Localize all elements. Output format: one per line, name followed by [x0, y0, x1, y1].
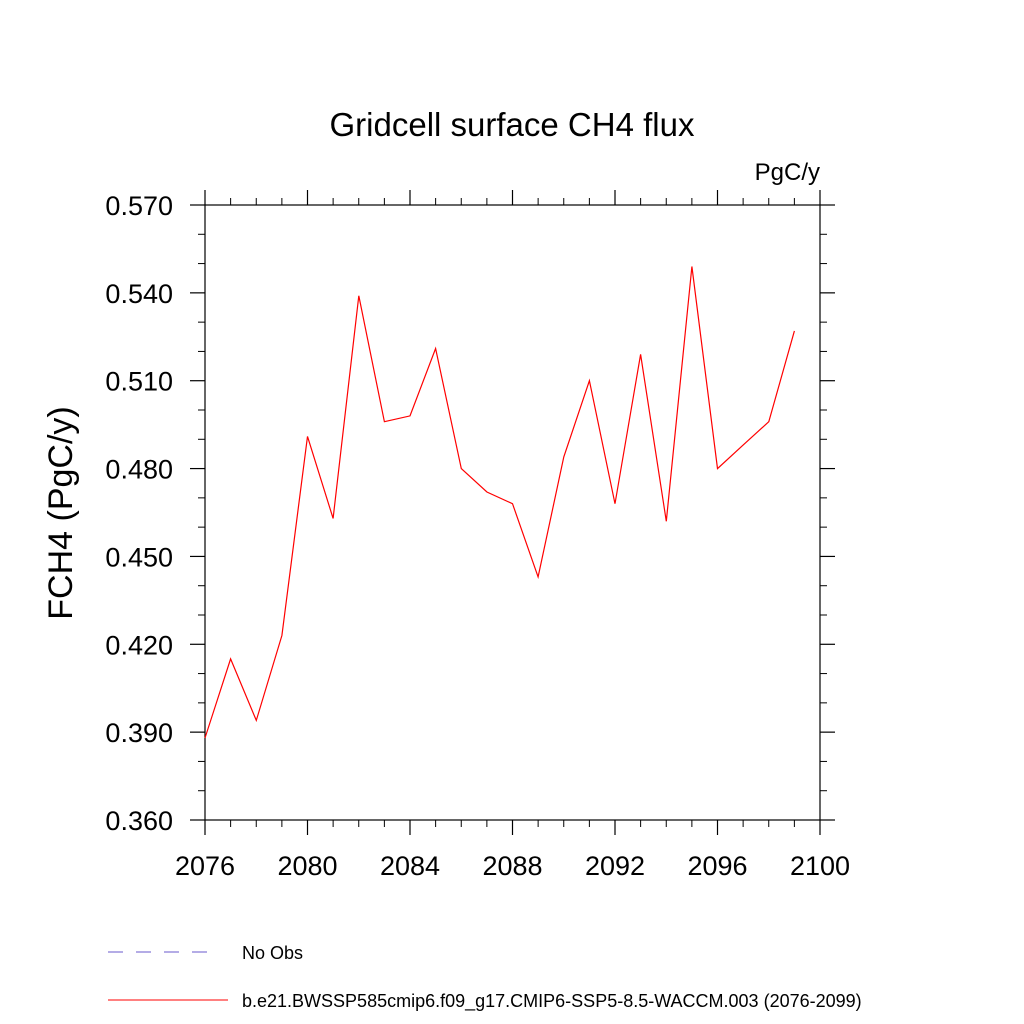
series-group: [204, 266, 795, 739]
y-tick-label: 0.450: [105, 542, 173, 572]
x-tick-label: 2084: [380, 851, 440, 881]
series-line: [204, 266, 795, 739]
legend-label: b.e21.BWSSP585cmip6.f09_g17.CMIP6-SSP5-8…: [242, 991, 862, 1012]
y-tick-label: 0.510: [105, 367, 173, 397]
x-tick-label: 2088: [482, 851, 542, 881]
y-axis-label: FCH4 (PgC/y): [42, 406, 80, 619]
tick-labels: 2076 2080 2084 2088 2092 2096 2100 0.360 0.390 0.…: [105, 191, 850, 881]
units-label: PgC/y: [755, 159, 820, 186]
legend: No Obs b.e21.BWSSP585cmip6.f09_g17.CMIP6-…: [108, 943, 862, 1012]
x-tick-label: 2076: [175, 851, 235, 881]
y-tick-label: 0.540: [105, 279, 173, 309]
axis-ticks: [190, 190, 835, 835]
y-tick-label: 0.420: [105, 630, 173, 660]
x-tick-label: 2100: [790, 851, 850, 881]
y-tick-label: 0.360: [105, 806, 173, 836]
y-tick-label: 0.570: [105, 191, 173, 221]
y-tick-label: 0.480: [105, 455, 173, 485]
plot-frame: [204, 204, 821, 821]
x-tick-label: 2080: [277, 851, 337, 881]
y-tick-label: 0.390: [105, 718, 173, 748]
x-tick-label: 2092: [585, 851, 645, 881]
x-tick-label: 2096: [687, 851, 747, 881]
legend-label: No Obs: [242, 943, 303, 963]
chart-title: Gridcell surface CH4 flux: [330, 106, 695, 143]
